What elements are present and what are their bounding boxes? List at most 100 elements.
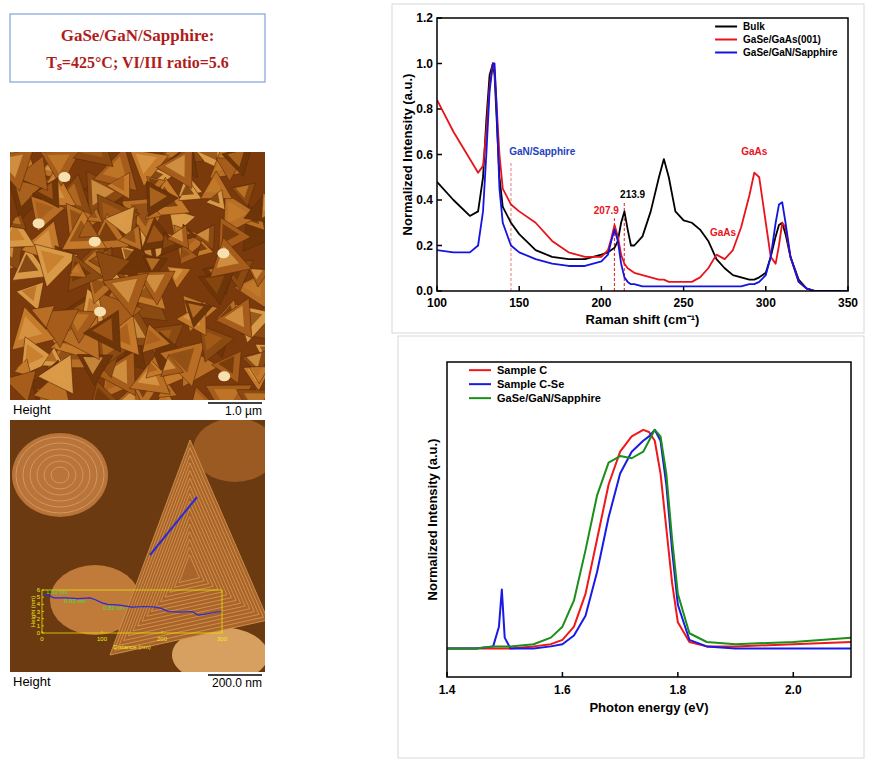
legend-label: GaSe/GaN/Sapphire: [743, 47, 838, 58]
afm-grain-face: [214, 389, 240, 400]
afm-grain: [243, 366, 265, 392]
afm-terrace: [133, 478, 245, 631]
y-tick-label: 0.6: [416, 148, 433, 162]
afm-terrace: [156, 516, 222, 606]
plot-frame: [42, 590, 222, 633]
figure: GaSe/GaN/Sapphire:Tₛ=425°C; VI/III ratio…: [0, 0, 878, 762]
afm-spot: [33, 218, 45, 228]
y-tick-label: 6: [37, 587, 41, 593]
afm-grain-face: [252, 367, 263, 377]
afm-grain-face: [18, 316, 42, 340]
afm-grain: [156, 152, 192, 189]
afm-caption-1: [10, 400, 265, 418]
afm-terrace: [147, 501, 232, 616]
afm-grain: [83, 310, 120, 352]
afm-grain: [103, 273, 149, 317]
afm-grain: [38, 354, 74, 394]
afm-grain: [210, 237, 251, 277]
afm-spot: [89, 237, 101, 247]
afm-label: Height: [13, 674, 51, 689]
afm-image-1: [10, 152, 265, 400]
afm-grain-face: [163, 359, 176, 371]
afm-grain-face: [89, 210, 98, 218]
annotation: GaAs: [741, 146, 768, 157]
series-group: [447, 430, 851, 649]
afm-terrace: [23, 443, 97, 507]
afm-grain-face: [112, 279, 137, 303]
afm-grain-face: [12, 216, 21, 225]
header-conditions: Tₛ=425°C; VI/III ratio=5.6: [46, 54, 229, 71]
afm-grain-face: [92, 318, 112, 341]
afm-grain: [167, 225, 189, 249]
afm-grain-face: [22, 286, 37, 302]
afm-terrace: [124, 463, 255, 641]
afm-grain-face: [81, 152, 103, 158]
afm-grain-face: [111, 211, 127, 229]
afm-grain: [198, 272, 233, 305]
afm-grain-face: [263, 197, 265, 211]
afm-grain: [249, 268, 265, 287]
legend-swatch: [715, 26, 737, 28]
legend-label: Sample C-Se: [497, 378, 564, 390]
afm-grain-face: [247, 353, 262, 368]
legend-label: Sample C: [497, 364, 547, 376]
afm-grain-face: [11, 374, 28, 391]
afm-grain-face: [224, 305, 244, 327]
afm-grain: [161, 355, 184, 377]
legend-swatch: [715, 52, 737, 54]
afm-label: Height: [13, 402, 51, 417]
chart: 1001502002503003500.00.20.40.60.81.01.2R…: [400, 11, 858, 327]
annotation: GaAs: [710, 227, 737, 238]
y-axis-title: Normalized Intensity (a.u.): [400, 74, 415, 236]
afm-grain-face: [71, 264, 81, 273]
chart: 1.41.61.82.0Photon energy (eV)Normalized…: [425, 362, 851, 715]
afm-spot: [217, 248, 229, 258]
afm-grain: [89, 381, 122, 400]
x-tick-label: 1.4: [439, 683, 456, 697]
afm-grain: [160, 342, 205, 387]
afm-grain: [119, 225, 142, 250]
afm-spot: [218, 371, 230, 381]
afm-grain: [10, 152, 34, 191]
afm-grain-face: [181, 248, 191, 259]
annotation: 0.82 nm: [103, 605, 125, 611]
y-tick-label: 3: [37, 609, 41, 615]
y-tick-label: 0.4: [416, 193, 433, 207]
y-tick-label: 4: [37, 601, 41, 607]
y-tick-label: 2: [37, 616, 41, 622]
afm-grain: [142, 324, 170, 353]
afm-grain: [185, 300, 213, 327]
afm-grain-face: [18, 254, 38, 273]
annotation: 207.9: [594, 205, 619, 216]
series-line: [437, 64, 848, 292]
annotation: 1.53 nm: [46, 589, 68, 595]
plot-frame: [437, 18, 848, 291]
annotation: 0.93 nm: [64, 598, 86, 604]
afm-grain-face: [251, 269, 262, 279]
legend-label: Bulk: [743, 21, 765, 32]
afm-spot: [58, 172, 70, 182]
afm-terrace: [128, 471, 249, 636]
y-tick-label: 0.0: [416, 284, 433, 298]
afm-grain: [77, 354, 113, 385]
afm-grain: [107, 173, 130, 200]
afm-scale: 200.0 nm: [212, 676, 262, 690]
afm-grain: [79, 220, 99, 238]
series-line: [437, 64, 848, 292]
afm-grain-face: [112, 177, 125, 192]
afm-terrace: [138, 486, 241, 626]
afm-grain-face: [83, 357, 103, 374]
afm-image-2: [10, 420, 265, 672]
afm-grain-face: [146, 258, 160, 271]
afm-grain: [69, 262, 87, 278]
afm-grain-face: [171, 229, 183, 242]
afm-grain-face: [145, 329, 161, 345]
afm-grain-face: [81, 223, 92, 233]
annotation: GaN/Sapphire: [509, 146, 576, 157]
y-axis-title: Height (nm): [30, 596, 36, 627]
afm-grain: [180, 245, 198, 264]
afm-terrace: [44, 461, 76, 489]
afm-terrace: [151, 509, 227, 612]
afm-grain-face: [150, 187, 167, 207]
header-box: [10, 14, 265, 82]
